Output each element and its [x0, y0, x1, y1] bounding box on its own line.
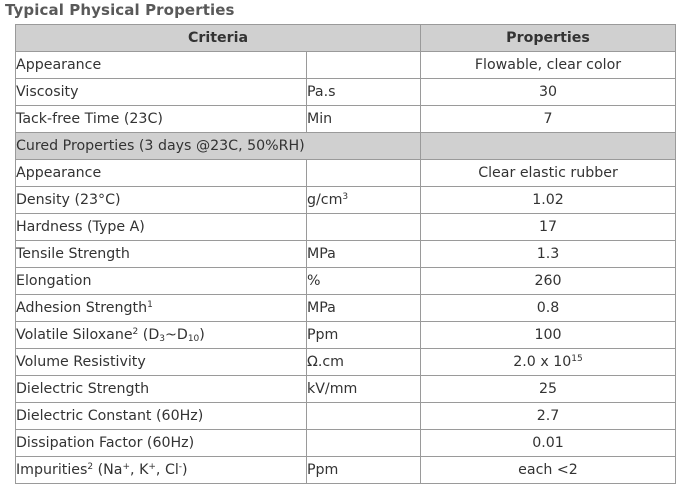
- criteria-cell: Impurities2 (Na+, K+, Cl-): [15, 456, 307, 484]
- unit-cell: [306, 51, 421, 79]
- table-row: Hardness (Type A) 17: [15, 213, 676, 241]
- criteria-text: , K: [130, 462, 149, 478]
- unit-base: g/cm: [307, 192, 343, 208]
- value-cell: 260: [420, 267, 676, 295]
- criteria-cell: Tensile Strength: [15, 240, 307, 268]
- unit-cell: Pa.s: [306, 78, 421, 106]
- unit-cell: MPa: [306, 240, 421, 268]
- value-cell: 0.8: [420, 294, 676, 322]
- charge-superscript: -: [178, 462, 183, 472]
- cured-properties-label: Cured Properties (3 days @23C, 50%RH): [15, 132, 421, 160]
- table-row: Appearance Flowable, clear color: [15, 51, 676, 79]
- criteria-text: (Na: [93, 462, 123, 478]
- criteria-text: Impurities: [16, 462, 88, 478]
- charge-superscript: +: [122, 462, 131, 472]
- unit-cell: Min: [306, 105, 421, 133]
- criteria-cell: Adhesion Strength1: [15, 294, 307, 322]
- unit-cell: Ppm: [306, 456, 421, 484]
- criteria-cell: Dielectric Constant (60Hz): [15, 402, 307, 430]
- value-cell: 0.01: [420, 429, 676, 457]
- value-cell: 1.02: [420, 186, 676, 214]
- value-cell: 25: [420, 375, 676, 403]
- table-row: Dielectric Strength kV/mm 25: [15, 375, 676, 403]
- criteria-cell: Density (23°C): [15, 186, 307, 214]
- table-row: Tack-free Time (23C) Min 7: [15, 105, 676, 133]
- criteria-cell: Dissipation Factor (60Hz): [15, 429, 307, 457]
- value-cell: 100: [420, 321, 676, 349]
- criteria-cell: Tack-free Time (23C): [15, 105, 307, 133]
- table-row: Appearance Clear elastic rubber: [15, 159, 676, 187]
- charge-superscript: +: [148, 462, 156, 472]
- subscript: 3: [159, 334, 165, 344]
- table-row: Tensile Strength MPa 1.3: [15, 240, 676, 268]
- unit-cell: MPa: [306, 294, 421, 322]
- value-cell: each <2: [420, 456, 676, 484]
- section-empty-cell: [420, 132, 676, 160]
- table-row: Adhesion Strength1 MPa 0.8: [15, 294, 676, 322]
- value-cell: 1.3: [420, 240, 676, 268]
- value-cell: 2.7: [420, 402, 676, 430]
- value-cell: Clear elastic rubber: [420, 159, 676, 187]
- criteria-cell: Elongation: [15, 267, 307, 295]
- value-cell: 2.0 x 1015: [420, 348, 676, 376]
- value-exponent: 15: [571, 354, 583, 364]
- criteria-text: ~D: [165, 327, 188, 343]
- page-title: Typical Physical Properties: [5, 1, 235, 19]
- table-row: Elongation % 260: [15, 267, 676, 295]
- criteria-text: Volatile Siloxane: [16, 327, 133, 343]
- table-row: Volume Resistivity Ω.cm 2.0 x 1015: [15, 348, 676, 376]
- unit-cell: [306, 213, 421, 241]
- properties-table: Criteria Properties Appearance Flowable,…: [15, 24, 676, 484]
- unit-superscript: 3: [342, 192, 349, 202]
- unit-cell: [306, 429, 421, 457]
- footnote-marker: 2: [87, 462, 94, 472]
- criteria-cell: Appearance: [15, 159, 307, 187]
- unit-cell: [306, 402, 421, 430]
- unit-cell: kV/mm: [306, 375, 421, 403]
- table-row: Volatile Siloxane2 (D3~D10) Ppm 100: [15, 321, 676, 349]
- value-cell: 30: [420, 78, 676, 106]
- unit-cell: [306, 159, 421, 187]
- unit-cell: %: [306, 267, 421, 295]
- unit-cell: g/cm3: [306, 186, 421, 214]
- criteria-cell: Volume Resistivity: [15, 348, 307, 376]
- unit-cell: Ppm: [306, 321, 421, 349]
- value-base: 2.0 x 10: [513, 354, 572, 370]
- criteria-cell: Dielectric Strength: [15, 375, 307, 403]
- properties-header: Properties: [420, 24, 676, 52]
- footnote-marker: 1: [147, 300, 153, 310]
- unit-cell: Ω.cm: [306, 348, 421, 376]
- table-row: Viscosity Pa.s 30: [15, 78, 676, 106]
- criteria-header: Criteria: [15, 24, 421, 52]
- value-cell: 7: [420, 105, 676, 133]
- criteria-text: Adhesion Strength: [16, 300, 148, 316]
- criteria-text: , Cl: [155, 462, 179, 478]
- criteria-text: ): [199, 327, 205, 343]
- table-header-row: Criteria Properties: [15, 24, 676, 52]
- value-cell: 17: [420, 213, 676, 241]
- table-row: Dielectric Constant (60Hz) 2.7: [15, 402, 676, 430]
- criteria-cell: Volatile Siloxane2 (D3~D10): [15, 321, 307, 349]
- value-cell: Flowable, clear color: [420, 51, 676, 79]
- table-row: Impurities2 (Na+, K+, Cl-) Ppm each <2: [15, 456, 676, 484]
- section-header-row: Cured Properties (3 days @23C, 50%RH): [15, 132, 676, 160]
- table-row: Density (23°C) g/cm3 1.02: [15, 186, 676, 214]
- criteria-text: (D: [138, 327, 160, 343]
- footnote-marker: 2: [132, 327, 139, 337]
- criteria-cell: Hardness (Type A): [15, 213, 307, 241]
- criteria-text: ): [182, 462, 188, 478]
- criteria-cell: Appearance: [15, 51, 307, 79]
- subscript: 10: [187, 334, 200, 344]
- criteria-cell: Viscosity: [15, 78, 307, 106]
- table-row: Dissipation Factor (60Hz) 0.01: [15, 429, 676, 457]
